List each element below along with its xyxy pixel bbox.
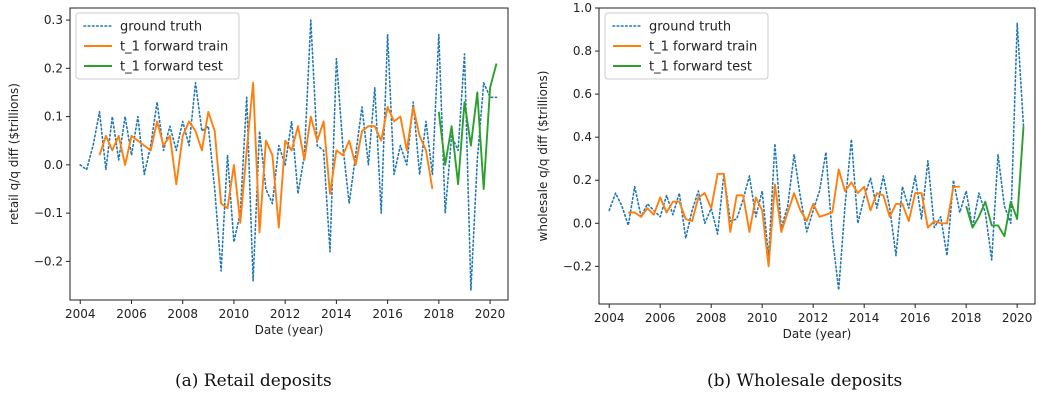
wholesale-series-t-1-forward-test	[965, 126, 1025, 238]
retail-ytick-label: 0.3	[44, 13, 63, 27]
wholesale-legend-box	[604, 12, 769, 80]
wholesale-xtick-label: 2018	[951, 311, 982, 325]
retail-legend-label: t_1 forward train	[120, 40, 228, 55]
retail-xtick-label: 2010	[219, 307, 250, 321]
wholesale-ytick-label: 1.0	[573, 1, 592, 15]
retail-xtick-label: 2004	[65, 307, 96, 321]
retail-series-t-1-forward-train	[98, 81, 434, 234]
wholesale-ytick-label: 0.0	[573, 216, 592, 230]
retail-series-t-1-forward-test	[437, 63, 498, 190]
retail-ytick-label: −0.1	[34, 206, 63, 220]
wholesale-series-t-1-forward-train	[628, 168, 960, 268]
caption-retail: (a) Retail deposits	[175, 371, 332, 391]
wholesale-legend-label: ground truth	[649, 20, 731, 35]
wholesale-xtick-label: 2006	[645, 311, 676, 325]
wholesale-plot-frame	[598, 7, 1036, 305]
retail-legend-label: ground truth	[120, 20, 202, 35]
retail-xtick-label: 2014	[321, 307, 352, 321]
retail-xtick-label: 2008	[167, 307, 198, 321]
retail-ytick-label: 0.2	[44, 61, 63, 75]
retail-ylabel: retail q/q diff ($trillions)	[7, 83, 21, 225]
retail-ytick-label: 0.1	[44, 110, 63, 124]
retail-xtick-label: 2006	[116, 307, 147, 321]
wholesale-ytick-label: 0.8	[573, 44, 592, 58]
wholesale-xtick-label: 2008	[696, 311, 727, 325]
wholesale-chart: 2004 2006 2008 2010 2012 2014 2016 2018 2020 −0.2…	[536, 1, 1036, 341]
retail-ytick-label: 0.0	[44, 158, 63, 172]
wholesale-ytick-label: 0.2	[573, 173, 592, 187]
wholesale-series-ground-truth	[608, 22, 1025, 291]
wholesale-xtick-label: 2016	[900, 311, 931, 325]
retail-plot-frame	[69, 7, 509, 301]
retail-legend-label: t_1 forward test	[120, 60, 223, 75]
retail-xtick-label: 2020	[475, 307, 506, 321]
retail-xtick-label: 2018	[424, 307, 455, 321]
wholesale-xtick-label: 2020	[1002, 311, 1033, 325]
wholesale-legend: ground truth t_1 forward train t_1 forward…	[604, 12, 769, 80]
retail-xlabel: Date (year)	[255, 323, 324, 337]
retail-legend: ground truth t_1 forward train t_1 forward…	[75, 12, 240, 80]
caption-wholesale: (b) Wholesale deposits	[707, 371, 903, 391]
wholesale-ytick-label: 0.4	[573, 130, 592, 144]
wholesale-legend-label: t_1 forward train	[649, 40, 757, 55]
retail-legend-box	[75, 12, 240, 80]
retail-xtick-label: 2016	[372, 307, 403, 321]
retail-ytick-label: −0.2	[34, 254, 63, 268]
wholesale-xlabel: Date (year)	[783, 327, 852, 341]
wholesale-legend-label: t_1 forward test	[649, 60, 752, 75]
wholesale-ytick-label: 0.6	[573, 87, 592, 101]
retail-chart: 2004 2006 2008 2010 2012 2014 2016 2018 2020 −0.2…	[7, 7, 509, 337]
wholesale-xtick-label: 2010	[747, 311, 778, 325]
wholesale-xtick-label: 2014	[849, 311, 880, 325]
wholesale-ylabel: wholesale q/q diff ($trillions)	[536, 71, 550, 242]
wholesale-xtick-label: 2012	[798, 311, 829, 325]
retail-xtick-label: 2012	[270, 307, 301, 321]
wholesale-xtick-label: 2004	[594, 311, 625, 325]
wholesale-ytick-label: −0.2	[563, 259, 592, 273]
